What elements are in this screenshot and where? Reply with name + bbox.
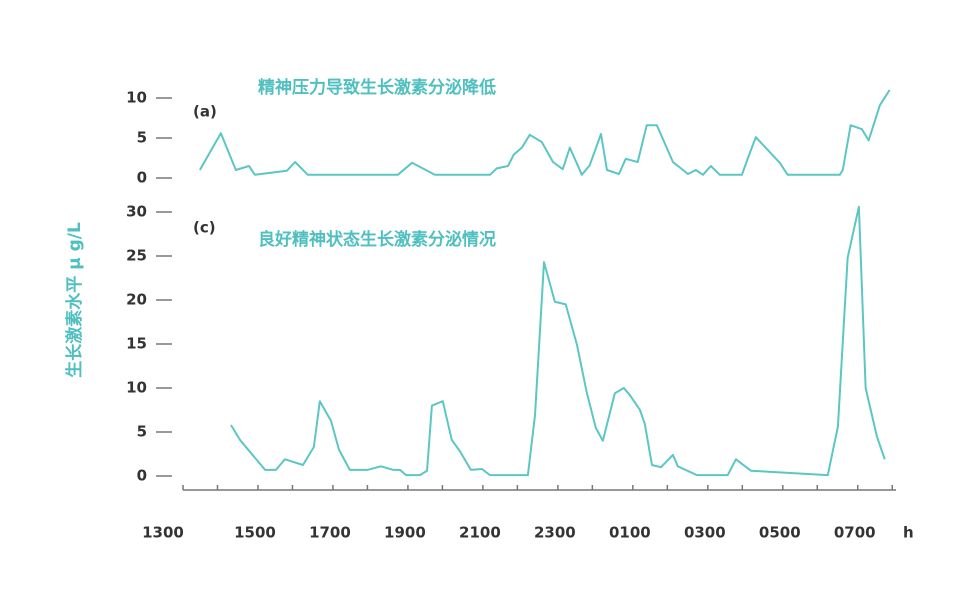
y-tick-label: 25	[126, 247, 147, 265]
x-tick-label: 2300	[534, 524, 576, 542]
y-tick-label: 10	[126, 89, 147, 107]
y-tick-label: 5	[137, 423, 147, 441]
y-tick-label: 20	[126, 291, 147, 309]
chart-title: 精神压力导致生长激素分泌降低	[258, 77, 496, 98]
x-tick-label: 0300	[684, 524, 726, 542]
data-line	[198, 89, 891, 176]
chart-title: 良好精神状态生长激素分泌情况	[258, 229, 496, 250]
data-line	[230, 205, 886, 477]
panel-label: (c)	[193, 219, 216, 237]
x-tick-label: 1900	[384, 524, 426, 542]
y-tick-label: 5	[137, 129, 147, 147]
x-tick-label: 0100	[609, 524, 651, 542]
y-axis-label: 生长激素水平 μ g/L	[64, 222, 85, 378]
x-tick-label: 2100	[459, 524, 501, 542]
x-tick-label: 0700	[834, 524, 876, 542]
y-tick-label: 10	[126, 379, 147, 397]
y-tick-label: 0	[137, 169, 147, 187]
panel-label: (a)	[193, 103, 217, 121]
y-tick-label: 15	[126, 335, 147, 353]
x-tick-label: 1700	[309, 524, 351, 542]
x-tick-label: 1300	[142, 524, 184, 542]
x-tick-label: 0500	[759, 524, 801, 542]
x-tick-label: 1500	[234, 524, 276, 542]
y-tick-label: 30	[126, 203, 147, 221]
x-axis-label: h	[903, 524, 914, 542]
y-tick-label: 0	[137, 467, 147, 485]
